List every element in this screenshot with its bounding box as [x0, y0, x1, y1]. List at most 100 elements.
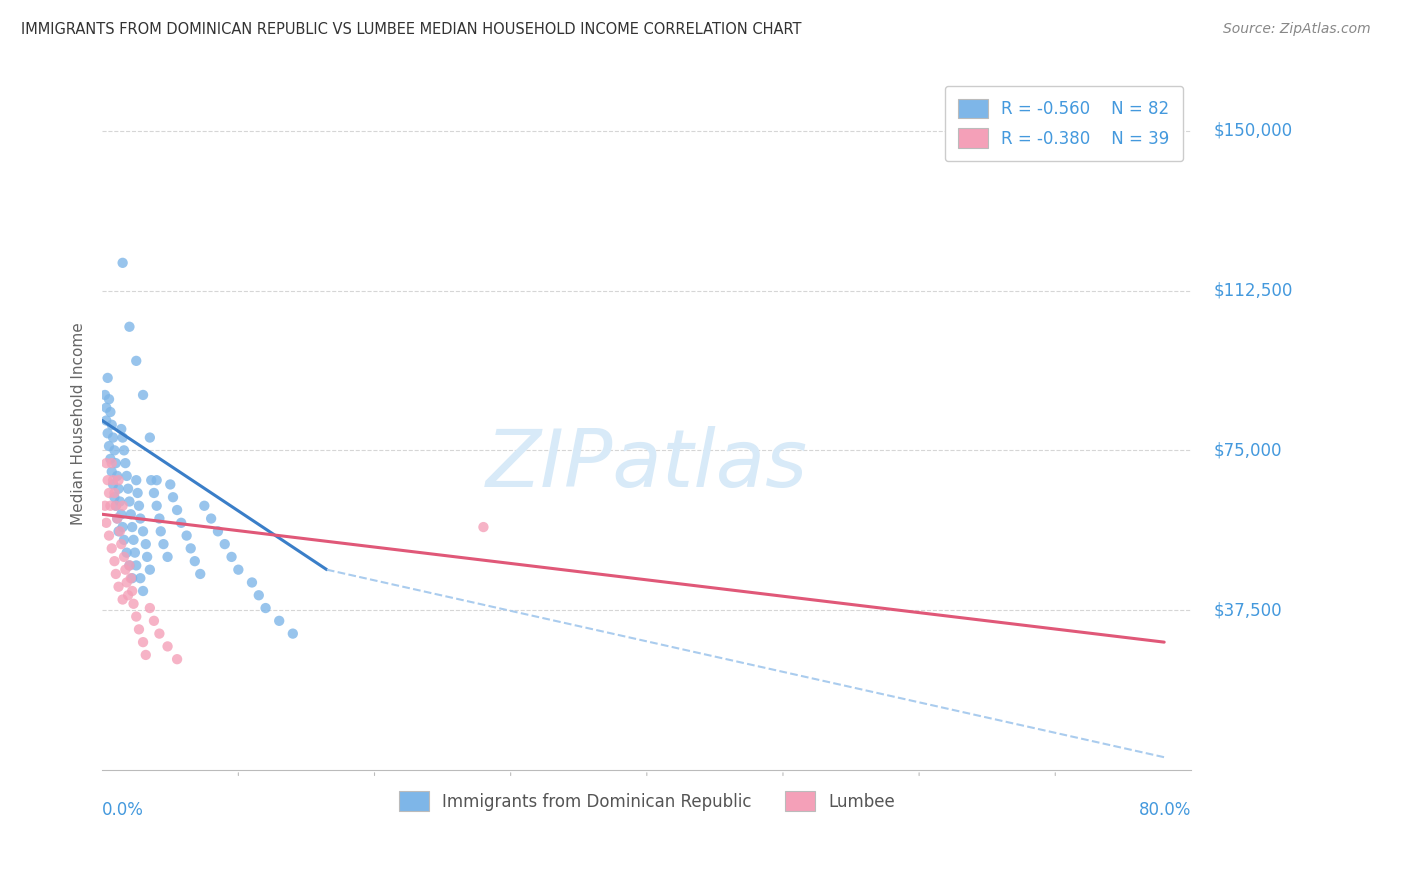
Point	[103, 443, 125, 458]
Point	[180, 541, 202, 556]
Point	[111, 431, 134, 445]
Point	[156, 640, 179, 654]
Point	[107, 482, 129, 496]
Point	[166, 652, 188, 666]
Point	[281, 626, 304, 640]
Point	[118, 494, 141, 508]
Point	[254, 601, 277, 615]
Point	[159, 477, 181, 491]
Point	[110, 537, 132, 551]
Point	[120, 571, 142, 585]
Point	[162, 490, 184, 504]
Text: IMMIGRANTS FROM DOMINICAN REPUBLIC VS LUMBEE MEDIAN HOUSEHOLD INCOME CORRELATION: IMMIGRANTS FROM DOMINICAN REPUBLIC VS LU…	[21, 22, 801, 37]
Point	[139, 563, 162, 577]
Point	[145, 499, 167, 513]
Point	[152, 537, 174, 551]
Point	[148, 511, 170, 525]
Point	[117, 482, 139, 496]
Point	[112, 533, 135, 547]
Point	[111, 592, 134, 607]
Point	[115, 469, 138, 483]
Text: $150,000: $150,000	[1213, 121, 1292, 140]
Point	[149, 524, 172, 539]
Point	[94, 388, 117, 402]
Point	[101, 477, 124, 491]
Point	[103, 490, 125, 504]
Point	[114, 456, 136, 470]
Point	[135, 537, 157, 551]
Point	[97, 473, 120, 487]
Point	[101, 431, 124, 445]
Point	[269, 614, 291, 628]
Point	[193, 499, 215, 513]
Point	[111, 256, 134, 270]
Point	[118, 558, 141, 573]
Point	[156, 549, 179, 564]
Text: 0.0%: 0.0%	[103, 801, 143, 819]
Point	[110, 422, 132, 436]
Y-axis label: Median Household Income: Median Household Income	[72, 322, 86, 525]
Point	[121, 571, 143, 585]
Text: $75,000: $75,000	[1213, 442, 1282, 459]
Point	[125, 558, 148, 573]
Point	[122, 597, 145, 611]
Point	[221, 549, 243, 564]
Point	[100, 405, 122, 419]
Point	[472, 520, 495, 534]
Point	[122, 533, 145, 547]
Point	[142, 486, 165, 500]
Point	[100, 499, 122, 513]
Point	[125, 609, 148, 624]
Point	[125, 473, 148, 487]
Point	[100, 465, 122, 479]
Point	[105, 469, 128, 483]
Point	[115, 546, 138, 560]
Point	[136, 549, 159, 564]
Point	[240, 575, 263, 590]
Point	[228, 563, 250, 577]
Point	[108, 494, 131, 508]
Point	[188, 566, 211, 581]
Point	[121, 520, 143, 534]
Point	[103, 486, 125, 500]
Point	[118, 558, 141, 573]
Point	[98, 392, 121, 407]
Text: 80.0%: 80.0%	[1139, 801, 1191, 819]
Point	[129, 571, 152, 585]
Point	[148, 626, 170, 640]
Point	[128, 499, 150, 513]
Point	[104, 499, 127, 513]
Point	[129, 511, 152, 525]
Point	[166, 503, 188, 517]
Point	[103, 554, 125, 568]
Point	[142, 614, 165, 628]
Text: ZIPatlas: ZIPatlas	[485, 426, 808, 504]
Point	[110, 508, 132, 522]
Point	[127, 486, 149, 500]
Point	[105, 511, 128, 525]
Point	[100, 541, 122, 556]
Point	[97, 426, 120, 441]
Point	[107, 473, 129, 487]
Text: $37,500: $37,500	[1213, 601, 1282, 619]
Point	[132, 524, 155, 539]
Point	[96, 516, 118, 530]
Point	[121, 584, 143, 599]
Point	[214, 537, 236, 551]
Point	[128, 623, 150, 637]
Point	[100, 456, 122, 470]
Point	[105, 511, 128, 525]
Text: $112,500: $112,500	[1213, 282, 1292, 300]
Point	[141, 473, 163, 487]
Point	[114, 563, 136, 577]
Point	[112, 443, 135, 458]
Point	[139, 431, 162, 445]
Point	[96, 413, 118, 427]
Point	[132, 388, 155, 402]
Point	[207, 524, 229, 539]
Point	[112, 549, 135, 564]
Point	[104, 456, 127, 470]
Point	[170, 516, 193, 530]
Point	[101, 473, 124, 487]
Point	[139, 601, 162, 615]
